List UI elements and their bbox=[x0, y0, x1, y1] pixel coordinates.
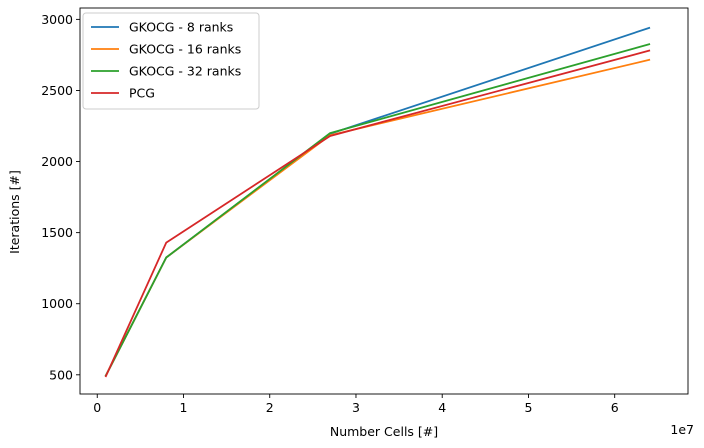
legend-label: GKOCG - 32 ranks bbox=[129, 64, 241, 79]
x-tick-label: 0 bbox=[93, 400, 101, 415]
x-tick-label: 3 bbox=[352, 400, 360, 415]
y-tick-label: 2500 bbox=[41, 83, 73, 98]
legend: GKOCG - 8 ranks GKOCG - 16 ranks GKOCG - 3… bbox=[82, 12, 260, 110]
legend-label: GKOCG - 8 ranks bbox=[129, 20, 233, 35]
x-tick-label: 2 bbox=[266, 400, 274, 415]
legend-box bbox=[82, 12, 260, 110]
x-axis-offset-label: 1e7 bbox=[670, 422, 694, 437]
y-tick-label: 500 bbox=[49, 367, 73, 382]
series-line-3 bbox=[104, 43, 651, 377]
y-tick-label: 3000 bbox=[41, 12, 73, 27]
x-tick-label: 6 bbox=[611, 400, 619, 415]
axes: 0 1 2 3 4 5 6 500 1000 1500 2000 2500 3000 bbox=[41, 7, 689, 415]
x-axis-title: Number Cells [#] bbox=[330, 424, 438, 439]
x-tick-label: 5 bbox=[524, 400, 532, 415]
y-tick-label: 1500 bbox=[41, 225, 73, 240]
legend-label: PCG bbox=[129, 86, 155, 101]
axes-frame bbox=[79, 7, 689, 395]
y-axis-title: Iterations [#] bbox=[7, 170, 22, 254]
legend-label: GKOCG - 16 ranks bbox=[129, 42, 241, 57]
y-tick-label: 2000 bbox=[41, 154, 73, 169]
series-line-4 bbox=[104, 49, 651, 378]
x-tick-label: 4 bbox=[438, 400, 446, 415]
y-tick-label: 1000 bbox=[41, 296, 73, 311]
series-lines bbox=[104, 26, 651, 378]
x-tick-label: 1 bbox=[180, 400, 188, 415]
